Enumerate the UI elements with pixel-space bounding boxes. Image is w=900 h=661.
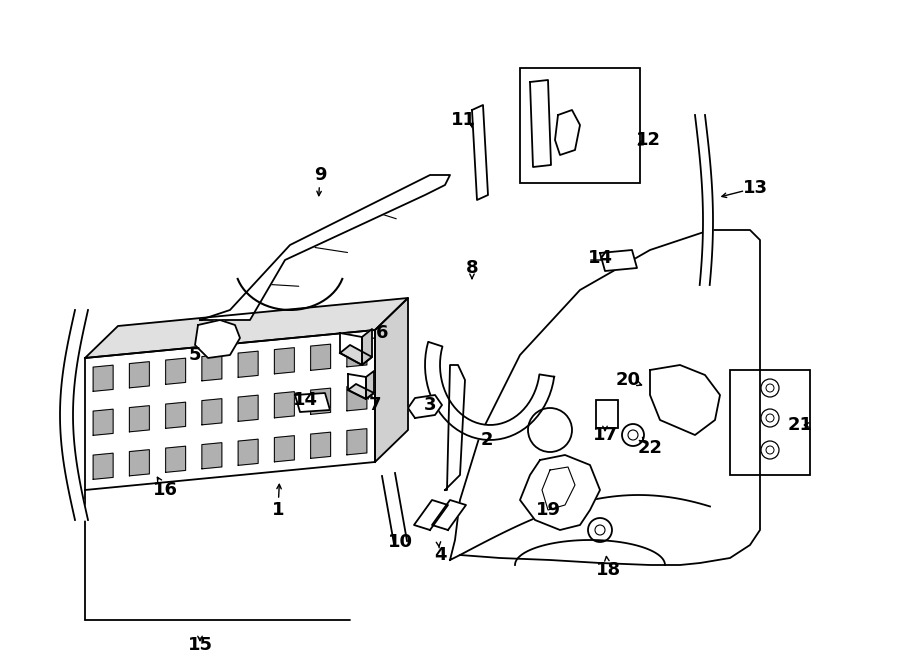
- Text: 15: 15: [187, 636, 212, 654]
- Polygon shape: [520, 455, 600, 530]
- Text: 16: 16: [152, 481, 177, 499]
- Polygon shape: [202, 355, 221, 381]
- Polygon shape: [274, 348, 294, 374]
- Polygon shape: [295, 393, 330, 412]
- Polygon shape: [94, 365, 113, 391]
- Polygon shape: [408, 395, 442, 418]
- Polygon shape: [274, 436, 294, 462]
- Polygon shape: [375, 298, 408, 462]
- Text: 17: 17: [592, 426, 617, 444]
- Text: 3: 3: [424, 396, 436, 414]
- Text: 6: 6: [376, 324, 388, 342]
- Polygon shape: [310, 432, 330, 458]
- Text: 2: 2: [481, 431, 493, 449]
- Polygon shape: [445, 365, 465, 490]
- Polygon shape: [130, 362, 149, 388]
- Text: 13: 13: [742, 179, 768, 197]
- Text: 19: 19: [536, 501, 561, 519]
- Polygon shape: [85, 298, 408, 358]
- Polygon shape: [348, 374, 366, 399]
- Polygon shape: [238, 439, 258, 465]
- Text: 5: 5: [189, 346, 202, 364]
- Polygon shape: [166, 358, 185, 384]
- Polygon shape: [366, 371, 374, 399]
- Polygon shape: [340, 333, 362, 365]
- Polygon shape: [310, 344, 330, 370]
- Text: 14: 14: [588, 249, 613, 267]
- Bar: [520, 68, 640, 183]
- Text: 10: 10: [388, 533, 412, 551]
- Polygon shape: [274, 392, 294, 418]
- Polygon shape: [60, 310, 88, 520]
- Text: 1: 1: [272, 501, 284, 519]
- Polygon shape: [130, 406, 149, 432]
- Text: 8: 8: [465, 259, 478, 277]
- Polygon shape: [195, 320, 240, 358]
- Polygon shape: [202, 399, 221, 425]
- Polygon shape: [414, 500, 448, 530]
- Polygon shape: [600, 250, 637, 271]
- Polygon shape: [650, 365, 720, 435]
- Polygon shape: [346, 429, 367, 455]
- Polygon shape: [382, 473, 407, 544]
- Text: 11: 11: [451, 111, 475, 129]
- Text: 12: 12: [635, 131, 661, 149]
- Polygon shape: [472, 105, 488, 200]
- Polygon shape: [555, 110, 580, 155]
- Bar: [730, 370, 810, 475]
- Text: 9: 9: [314, 166, 326, 184]
- Polygon shape: [85, 330, 375, 490]
- Polygon shape: [432, 500, 466, 530]
- Polygon shape: [695, 115, 713, 285]
- Polygon shape: [130, 449, 149, 476]
- Polygon shape: [310, 388, 330, 414]
- Polygon shape: [94, 453, 113, 479]
- Polygon shape: [202, 443, 221, 469]
- Text: 22: 22: [637, 439, 662, 457]
- Polygon shape: [425, 342, 554, 440]
- Text: 20: 20: [616, 371, 641, 389]
- Text: 21: 21: [788, 416, 813, 434]
- Polygon shape: [200, 175, 450, 320]
- Text: 7: 7: [369, 396, 382, 414]
- Polygon shape: [238, 395, 258, 421]
- Polygon shape: [340, 345, 372, 365]
- Polygon shape: [346, 385, 367, 411]
- Polygon shape: [450, 230, 760, 565]
- Polygon shape: [238, 351, 258, 377]
- Text: 18: 18: [596, 561, 621, 579]
- Polygon shape: [348, 384, 374, 399]
- Polygon shape: [94, 409, 113, 436]
- Polygon shape: [166, 446, 185, 473]
- Text: 4: 4: [434, 546, 446, 564]
- Polygon shape: [362, 329, 372, 365]
- Polygon shape: [530, 80, 551, 167]
- Bar: [596, 400, 618, 428]
- Polygon shape: [346, 340, 367, 367]
- Polygon shape: [166, 402, 185, 428]
- Text: 14: 14: [292, 391, 318, 409]
